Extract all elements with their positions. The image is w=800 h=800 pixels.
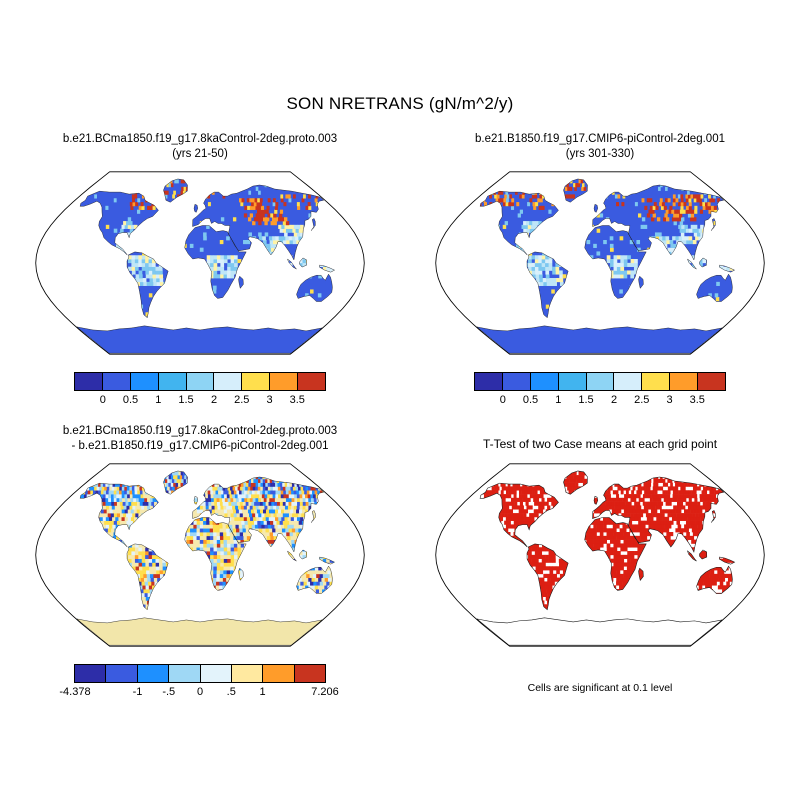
colorbar-case2: 0 0.5 1 1.5 2 2.5 3 3.5 — [400, 372, 800, 408]
panel-case1-title-line2: (yrs 21-50) — [172, 148, 228, 160]
map-content — [35, 463, 365, 647]
colorbar-segment — [670, 373, 699, 390]
colorbar-segment — [270, 373, 299, 390]
panel-ttest-title-line1: T-Test of two Case means at each grid po… — [482, 437, 718, 451]
colorbar-segment — [263, 665, 295, 682]
panel-case2-title: b.e21.B1850.f19_g17.CMIP6-piControl-2deg… — [400, 128, 800, 164]
colorbar-segment — [186, 373, 215, 390]
map-border — [35, 171, 365, 355]
colorbar-tick-label: 0.5 — [522, 394, 539, 406]
panel-case2-title-line1: b.e21.B1850.f19_g17.CMIP6-piControl-2deg… — [475, 133, 725, 145]
colorbar-segment — [294, 665, 325, 682]
colorbar-tick-label: -.5 — [162, 686, 176, 698]
world-map-case2 — [435, 171, 765, 355]
colorbar-segment — [242, 373, 271, 390]
panel-case1: b.e21.BCma1850.f19_g17.8kaControl-2deg.p… — [0, 128, 400, 408]
panel-ttest-title: T-Test of two Case means at each grid po… — [400, 420, 800, 456]
colorbar-segment — [200, 665, 232, 682]
colorbar-tick-label: 0 — [499, 394, 506, 406]
colorbar-tick-label: 0 — [99, 394, 106, 406]
colorbar-labels: 0 0.5 1 1.5 2 2.5 3 3.5 — [75, 394, 325, 408]
colorbar-tick-label: -4.378 — [59, 686, 91, 698]
panel-ttest: T-Test of two Case means at each grid po… — [400, 420, 800, 694]
map-content — [35, 171, 365, 355]
colorbar-segment — [642, 373, 671, 390]
colorbar-tick-label: .5 — [226, 686, 236, 698]
significance-caption: Cells are significant at 0.1 level — [527, 682, 673, 694]
colorbar-segment — [158, 373, 187, 390]
panel-case2-title-line2: (yrs 301-330) — [565, 148, 635, 160]
panel-case1-title-line1: b.e21.BCma1850.f19_g17.8kaControl-2deg.p… — [62, 133, 338, 145]
panel-difference-title-line2: - b.e21.B1850.f19_g17.CMIP6-piControl-2d… — [71, 440, 329, 452]
colorbar-labels: -4.378 -1 -.5 0 .5 1 7.206 — [59, 686, 338, 700]
map-content — [435, 171, 765, 355]
map-border — [435, 463, 765, 647]
colorbar — [74, 372, 326, 391]
colorbar-segment — [530, 373, 559, 390]
map-border — [35, 463, 365, 647]
panel-difference-title: b.e21.BCma1850.f19_g17.8kaControl-2deg.p… — [0, 420, 400, 456]
map-border — [435, 171, 765, 355]
colorbar-segment — [698, 373, 726, 390]
colorbar-segment — [169, 665, 201, 682]
colorbar-tick-label: 2 — [610, 394, 618, 406]
figure-title: SON NRETRANS (gN/m^2/y) — [286, 94, 514, 113]
colorbar-segment — [475, 373, 503, 390]
colorbar-segment — [231, 665, 264, 682]
colorbar-tick-label: 0 — [196, 686, 204, 698]
colorbar-segment — [102, 373, 131, 390]
colorbar — [474, 372, 726, 391]
colorbar-tick-label: 1.5 — [178, 394, 194, 406]
world-map-difference — [35, 463, 365, 647]
colorbar-tick-label: 1 — [259, 686, 266, 698]
colorbar-tick-label: 1 — [555, 394, 562, 406]
colorbar-tick-label: 3.5 — [689, 394, 705, 406]
colorbar-tick-label: 1.5 — [578, 394, 594, 406]
colorbar-segment — [130, 373, 159, 390]
colorbar-difference: -4.378 -1 -.5 0 .5 1 7.206 — [0, 664, 400, 700]
colorbar-segment — [214, 373, 243, 390]
world-map-case1 — [35, 171, 365, 355]
colorbar-segment — [75, 373, 103, 390]
panel-case1-title: b.e21.BCma1850.f19_g17.8kaControl-2deg.p… — [0, 128, 400, 164]
colorbar — [74, 664, 326, 683]
world-map-ttest — [435, 463, 765, 647]
colorbar-tick-label: 2.5 — [634, 394, 650, 406]
map-content — [435, 463, 765, 647]
colorbar-tick-label: 1 — [155, 394, 162, 406]
colorbar-labels: 0 0.5 1 1.5 2 2.5 3 3.5 — [475, 394, 725, 408]
colorbar-tick-label: 3 — [266, 394, 273, 406]
colorbar-segment — [558, 373, 587, 390]
colorbar-segment — [502, 373, 531, 390]
colorbar-tick-label: 2.5 — [234, 394, 250, 406]
colorbar-tick-label: 0.5 — [122, 394, 139, 406]
colorbar-segment — [137, 665, 170, 682]
colorbar-segment — [614, 373, 643, 390]
colorbar-tick-label: -1 — [132, 686, 143, 698]
colorbar-tick-label: 3 — [666, 394, 673, 406]
panel-difference: b.e21.BCma1850.f19_g17.8kaControl-2deg.p… — [0, 420, 400, 700]
panel-case2: b.e21.B1850.f19_g17.CMIP6-piControl-2deg… — [400, 128, 800, 408]
colorbar-segment — [75, 665, 107, 682]
colorbar-tick-label: 7.206 — [311, 686, 339, 698]
colorbar-case1: 0 0.5 1 1.5 2 2.5 3 3.5 — [0, 372, 400, 408]
colorbar-segment — [298, 373, 326, 390]
panel-difference-title-line1: b.e21.BCma1850.f19_g17.8kaControl-2deg.p… — [62, 425, 338, 437]
colorbar-tick-label: 2 — [210, 394, 218, 406]
colorbar-segment — [106, 665, 138, 682]
colorbar-tick-label: 3.5 — [289, 394, 305, 406]
colorbar-segment — [586, 373, 615, 390]
